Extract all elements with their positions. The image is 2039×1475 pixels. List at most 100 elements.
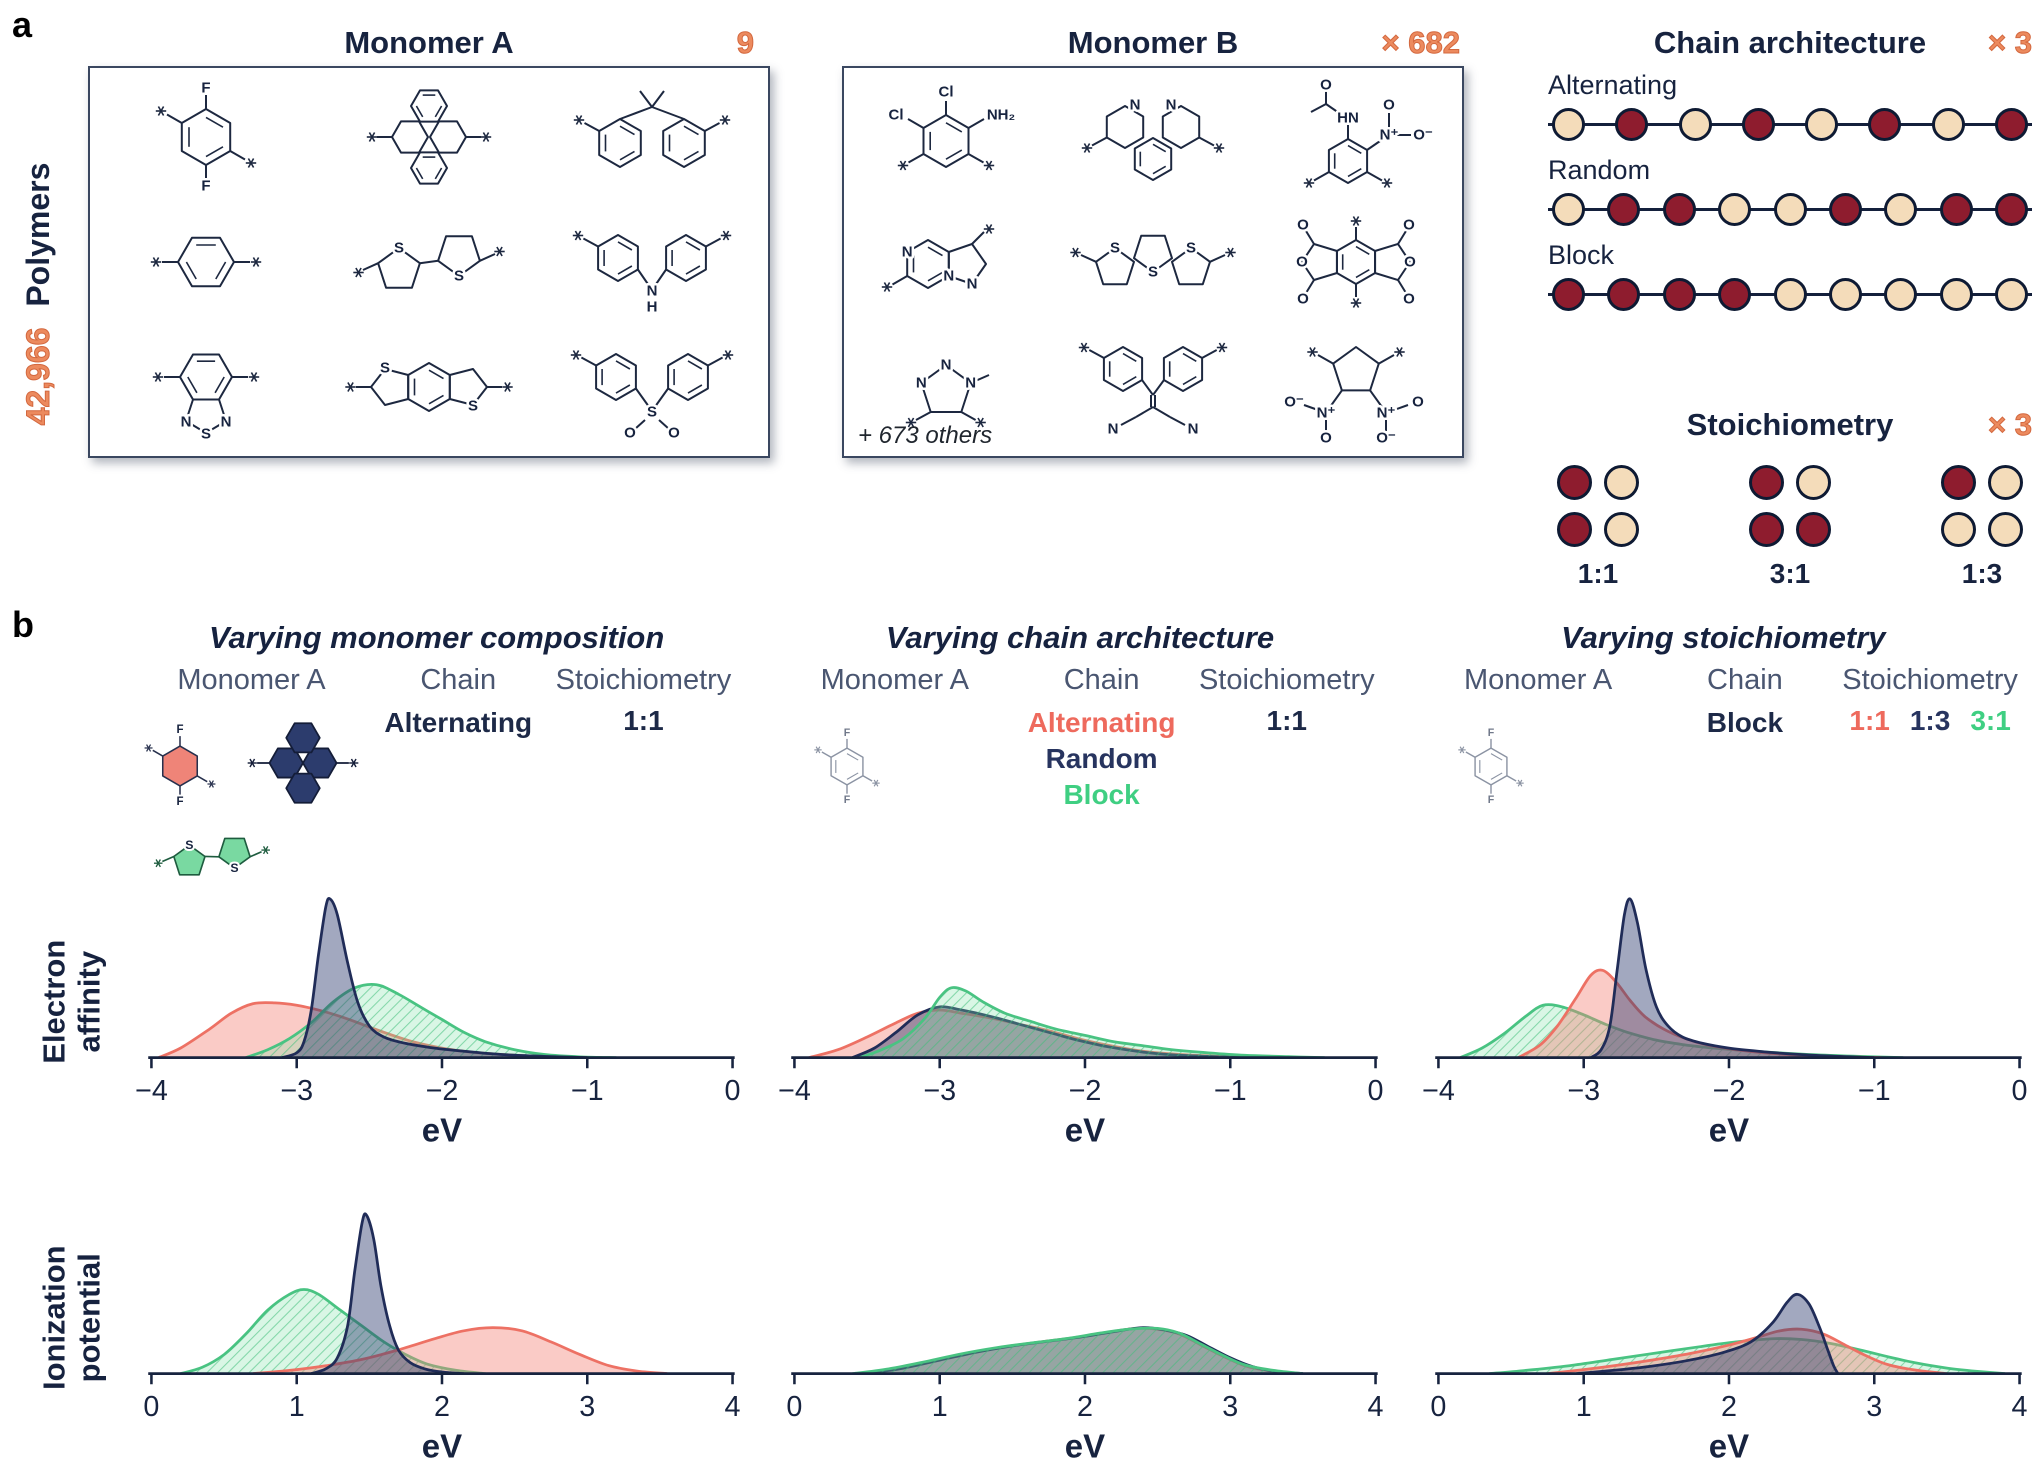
monomer-bead-dark [1552, 277, 1585, 311]
chain-line [1548, 188, 2032, 230]
molecule-benzene [94, 199, 317, 324]
svg-text:−4: −4 [135, 1075, 168, 1107]
molecule-drawing-benzene [150, 236, 261, 288]
monomer-bead-light [1939, 277, 1973, 311]
chain-value: Block [1063, 779, 1140, 810]
svg-text:O⁻: O⁻ [1377, 430, 1397, 447]
stoichiometry-group-3-1: 3:1 [1748, 464, 1832, 590]
svg-text:2: 2 [1077, 1391, 1093, 1423]
stoichiometry-label: 3:1 [1769, 558, 1811, 589]
svg-text:S: S [1110, 239, 1120, 256]
stoichiometry-value: 3:1 [1970, 705, 2011, 736]
svg-text:N: N [1188, 421, 1199, 438]
svg-text:3: 3 [1223, 1391, 1239, 1423]
svg-text:N: N [916, 375, 927, 392]
chain-architecture-title: Chain architecture [1653, 25, 1927, 60]
monomer-bead-light [1552, 192, 1585, 226]
ea-plot-composition: −4 −3 −2 −1 0 eV [135, 897, 741, 1149]
chain-values: Block [1662, 705, 1829, 741]
svg-text:O⁻: O⁻ [1414, 126, 1434, 143]
svg-text:O: O [624, 425, 636, 442]
svg-text:Cl: Cl [938, 83, 953, 100]
stoichiometry-value: 1:1 [1849, 705, 1890, 736]
chain-row-block: Block [1548, 240, 2032, 315]
svg-text:F: F [1487, 794, 1494, 806]
svg-text:S: S [380, 360, 390, 377]
monomer-bead-light [1604, 465, 1639, 500]
svg-text:4: 4 [725, 1391, 741, 1423]
svg-text:−2: −2 [1069, 1075, 1102, 1107]
monomer-bead-dark [1749, 465, 1784, 500]
ylabel-electron-affinity: Electron affinity [36, 856, 106, 1148]
header-chain: Chain [1707, 664, 1783, 696]
svg-text:Cl: Cl [888, 106, 903, 123]
header-row: Monomer A Chain Stoichiometry [128, 664, 745, 697]
svg-text:−3: −3 [924, 1075, 957, 1107]
svg-text:S: S [201, 426, 211, 443]
title-varying-monomer-composition: Varying monomer composition [209, 620, 665, 655]
header-row: Monomer A Chain Stoichiometry [771, 664, 1388, 697]
chain-beads [1548, 188, 2032, 230]
monomer-bead-dark [1941, 465, 1976, 500]
svg-text:O: O [1296, 253, 1308, 270]
stoichiometry-group-1-3: 1:3 [1940, 464, 2024, 590]
value-row: Alternating 1:1 [128, 705, 745, 741]
panel-b-label: b [12, 604, 34, 645]
svg-text:eV: eV [422, 1428, 462, 1465]
stoichiometry-value: 1:3 [1909, 705, 1951, 736]
svg-text:NH₂: NH₂ [986, 106, 1014, 123]
molecule-drawing-triazole: NNN [905, 354, 990, 428]
svg-text:F: F [176, 796, 183, 808]
svg-text:S: S [394, 239, 404, 256]
svg-text:eV: eV [422, 1112, 462, 1149]
monomer-bead-dark [1995, 192, 2028, 226]
monomer-b-title: Monomer B [1067, 25, 1239, 60]
plot-header-stoichiometry: Monomer A Chain Stoichiometry Block 1:1 1… [1415, 664, 2032, 856]
header-stoichiometry: Stoichiometry [555, 664, 732, 696]
svg-text:N⁺: N⁺ [1377, 405, 1396, 422]
chain-architecture-count: × 3 [1988, 25, 2033, 61]
molecule-drawing-carbazole: NH [573, 230, 732, 318]
svg-text:O: O [1403, 216, 1415, 233]
monomer-a-title: Monomer A [344, 25, 514, 60]
value-row: Alternating Random Block 1:1 [771, 705, 1388, 813]
monomer-bead-dark [1868, 107, 1902, 141]
svg-text:−1: −1 [1214, 1075, 1247, 1107]
ip-plot-stoichiometry: 0 1 2 3 4 eV [1430, 1292, 2027, 1465]
svg-text:O: O [1412, 394, 1424, 411]
chain-value: Alternating [1027, 707, 1176, 738]
plot-header-composition: Monomer A Chain Stoichiometry Alternatin… [128, 664, 745, 877]
stoichiometry-values: 1:1 [542, 705, 746, 741]
svg-text:N: N [1130, 96, 1141, 113]
svg-text:F: F [201, 177, 210, 194]
svg-text:−1: −1 [1858, 1075, 1891, 1107]
svg-text:3: 3 [1866, 1391, 1882, 1423]
svg-text:O: O [1297, 290, 1309, 307]
monomer-bead-light [1931, 107, 1965, 141]
header-stoichiometry: Stoichiometry [1198, 664, 1375, 696]
chain-row-label: Random [1548, 155, 1651, 185]
monomer-bead-dark [1828, 192, 1862, 226]
stoichiometry-count: × 3 [1988, 407, 2033, 443]
molecule-drawing-fluorene [574, 90, 731, 168]
monomer-bead-light [1995, 277, 2028, 311]
stoichiometry-label: 1:3 [1961, 558, 2003, 589]
monomer-bead-light [1941, 512, 1976, 547]
svg-text:1: 1 [1575, 1391, 1591, 1423]
molecule-drawing-dianhydride: O O O O O O [1294, 214, 1419, 310]
molecule-drawing-pyrazolopyrimidine: NN N [881, 224, 994, 295]
panel-b: Varying monomer composition Varying chai… [36, 612, 2032, 1465]
svg-text:0: 0 [725, 1075, 741, 1107]
polymers-count-label: 42,966 Polymers [20, 134, 64, 454]
molecule-drawing-dithienothiophene: S S S [1070, 234, 1236, 286]
svg-text:N: N [901, 243, 912, 260]
monomer-bead-light [1773, 277, 1807, 311]
chain-row-random: Random [1548, 155, 2032, 230]
molecule-dithienothiophene: S S S [1051, 199, 1254, 324]
chain-architecture-titlerow: Chain architecture × 3 [1548, 20, 2033, 66]
